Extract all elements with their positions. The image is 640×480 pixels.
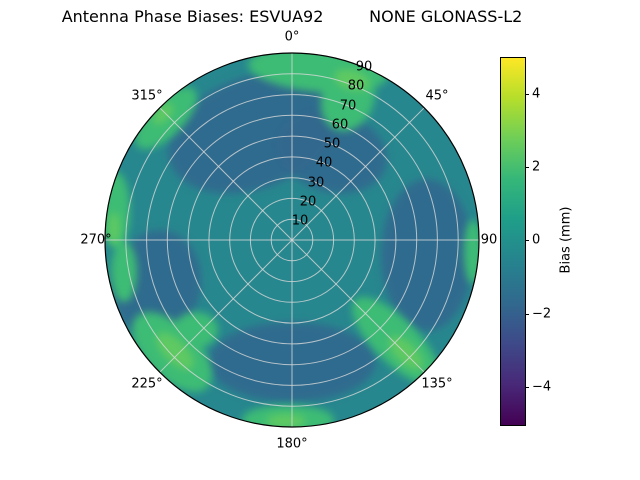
colorbar-ticklabel-neg2: −2 <box>532 306 552 322</box>
colorbar-ticklabel-2: 2 <box>532 159 541 175</box>
radial-label-50: 50 <box>323 136 341 152</box>
angular-label-225: 225° <box>131 376 163 392</box>
contour-patch <box>111 242 137 302</box>
grid-spoke <box>159 239 293 373</box>
bright-positive-patches <box>108 69 424 427</box>
angular-label-135: 135° <box>421 376 453 392</box>
colorbar-ticklabel-0: 0 <box>532 232 541 248</box>
colorbar-ticklabel-neg4: −4 <box>532 379 552 395</box>
radial-label-90: 90 <box>355 59 373 75</box>
grid-spoke <box>291 239 425 373</box>
radial-label-30: 30 <box>307 175 325 191</box>
colorbar-tick <box>525 167 529 168</box>
colorbar-axis-label: Bias (mm) <box>558 206 574 274</box>
radial-label-70: 70 <box>339 98 357 114</box>
angular-label-315: 315° <box>131 88 163 104</box>
contour-patch <box>156 332 194 370</box>
chart-title: Antenna Phase Biases: ESVUA92 NONE GLONA… <box>61 7 523 26</box>
contour-patch <box>388 335 424 371</box>
polar-grid <box>105 53 479 427</box>
angular-label-180: 180° <box>276 436 308 452</box>
colorbar-tick <box>525 240 529 241</box>
colorbar-ticklabel-4: 4 <box>532 86 541 102</box>
contour-patch <box>152 103 174 125</box>
colorbar-tick <box>525 94 529 95</box>
radial-label-10: 10 <box>291 213 309 229</box>
contour-patch <box>266 414 306 427</box>
colorbar <box>500 57 526 426</box>
radial-label-60: 60 <box>331 117 349 133</box>
colorbar-tick <box>525 314 529 315</box>
radial-label-40: 40 <box>315 155 333 171</box>
colorbar-tick <box>525 387 529 388</box>
angular-label-0: 0° <box>284 29 300 45</box>
radial-label-80: 80 <box>347 78 365 94</box>
radial-label-20: 20 <box>299 194 317 210</box>
plot-rim <box>104 52 480 428</box>
grid-spoke <box>291 107 425 241</box>
angular-label-90: 90 <box>480 232 498 248</box>
contour-patch <box>334 69 370 91</box>
grid-spoke <box>159 107 293 241</box>
contour-patch <box>108 212 120 244</box>
angular-label-270: 270° <box>80 232 112 248</box>
angular-label-45: 45° <box>425 88 449 104</box>
